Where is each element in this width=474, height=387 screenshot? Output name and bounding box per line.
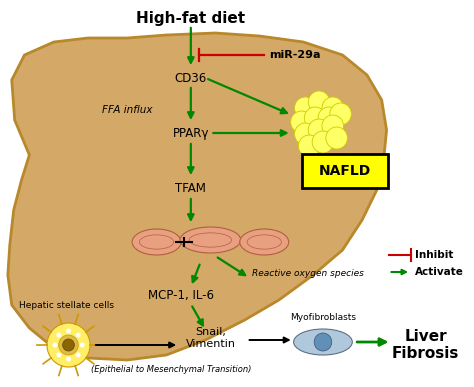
Circle shape (322, 115, 344, 137)
Circle shape (59, 335, 78, 355)
Text: (Epithelial to Mesenchymal Transition): (Epithelial to Mesenchymal Transition) (91, 365, 251, 375)
Circle shape (66, 329, 71, 334)
Circle shape (304, 107, 326, 129)
Ellipse shape (132, 229, 181, 255)
Text: Myofibroblasts: Myofibroblasts (290, 313, 356, 322)
Text: FFA influx: FFA influx (102, 105, 153, 115)
Text: MCP-1, IL-6: MCP-1, IL-6 (148, 288, 214, 301)
Circle shape (294, 97, 316, 119)
Text: CD36: CD36 (175, 72, 207, 84)
Circle shape (308, 91, 330, 113)
Ellipse shape (180, 227, 241, 253)
Circle shape (76, 353, 81, 358)
Circle shape (330, 103, 351, 125)
Text: TFAM: TFAM (175, 182, 206, 195)
Circle shape (76, 332, 81, 337)
Circle shape (322, 97, 344, 119)
Circle shape (66, 356, 71, 361)
Circle shape (291, 111, 312, 133)
Text: Hepatic stellate cells: Hepatic stellate cells (19, 300, 114, 310)
Circle shape (56, 353, 61, 358)
Text: Liver
Fibrosis: Liver Fibrosis (392, 329, 459, 361)
Circle shape (312, 131, 334, 153)
FancyBboxPatch shape (302, 154, 388, 188)
Circle shape (308, 119, 330, 141)
Text: Inhibit: Inhibit (415, 250, 453, 260)
Circle shape (314, 333, 332, 351)
Text: Activate: Activate (415, 267, 464, 277)
Circle shape (52, 342, 57, 348)
Circle shape (63, 339, 74, 351)
Ellipse shape (293, 329, 352, 355)
Text: Snail,
Vimentin: Snail, Vimentin (185, 327, 236, 349)
Circle shape (80, 342, 85, 348)
Circle shape (56, 332, 61, 337)
Text: Reactive oxygen species: Reactive oxygen species (253, 269, 365, 279)
Circle shape (294, 123, 316, 145)
Text: High-fat diet: High-fat diet (136, 10, 246, 26)
Circle shape (47, 323, 90, 367)
Polygon shape (8, 33, 387, 360)
Circle shape (326, 127, 347, 149)
Circle shape (318, 107, 339, 129)
Text: miR-29a: miR-29a (269, 50, 320, 60)
Text: PPARγ: PPARγ (173, 127, 209, 139)
Text: NAFLD: NAFLD (319, 164, 371, 178)
Circle shape (299, 135, 320, 157)
Ellipse shape (240, 229, 289, 255)
